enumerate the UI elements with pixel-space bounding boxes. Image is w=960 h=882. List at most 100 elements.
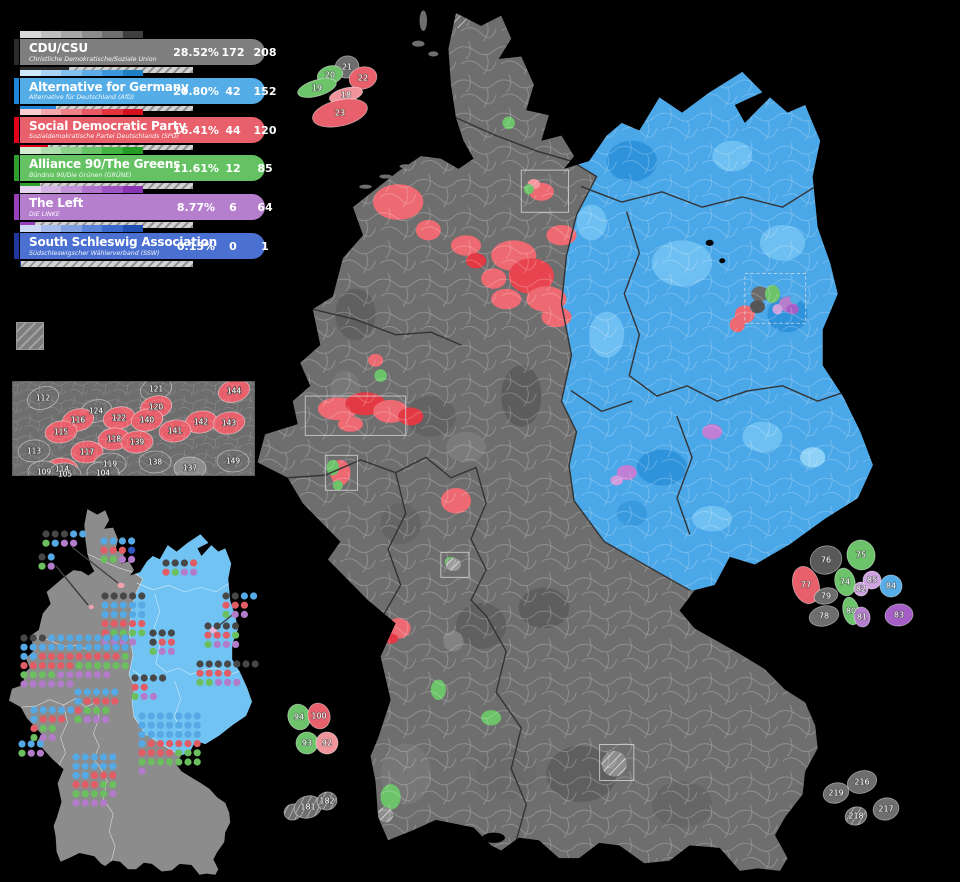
district-number: 219 [828, 789, 843, 798]
party-block-alliance-90-the-greens: Alliance 90/The Greens Bündnis 90/Die Grü… [12, 147, 274, 191]
party-direct-seats: 12 [225, 162, 241, 176]
bremen-seats [38, 553, 55, 570]
party-block-the-left: The Left DIE LINKE 8.77% 6 64 [12, 186, 274, 230]
seat-dot-d [149, 629, 157, 637]
seat-dot-r [138, 620, 146, 628]
frankfurt-box [440, 551, 470, 578]
seat-dot-d [167, 629, 175, 637]
party-block-south-schleswig-association: South Schleswig Association Südschleswigs… [12, 225, 274, 269]
seat-dot-p [83, 716, 91, 724]
district-number: 75 [856, 551, 866, 560]
district-216 [846, 770, 878, 794]
seat-dot-b [72, 762, 80, 770]
district-number: 18 [341, 91, 351, 100]
hamburg-seats [42, 530, 87, 547]
seat-dot-n [128, 546, 136, 554]
district-number: 122 [112, 414, 127, 423]
district-number: 109 [37, 468, 52, 477]
seat-dot-r [29, 662, 37, 670]
ruhr-box [304, 395, 407, 436]
seat-dot-p [57, 671, 65, 679]
district-number: 80 [846, 607, 856, 616]
berlin-seats [222, 592, 258, 619]
seat-dot-b [110, 601, 118, 609]
seat-dot-p [214, 678, 222, 687]
seat-dot-g [166, 758, 174, 766]
district-number: 143 [222, 419, 237, 428]
seat-dot-b [66, 634, 74, 642]
seat-dot-g [149, 647, 157, 656]
district-number: 22 [358, 74, 368, 83]
seat-dot-d [171, 559, 179, 567]
seat-dot-d [101, 592, 109, 600]
saxony-seats [196, 660, 259, 687]
district-number: 105 [58, 470, 73, 479]
seat-dot-b [166, 730, 174, 739]
district-number: 182 [319, 797, 334, 806]
seat-dot-r [90, 781, 98, 789]
party-pct: 28.52% [173, 46, 219, 59]
seat-dot-b [94, 634, 102, 642]
seat-dot-p [233, 678, 241, 687]
district-number: 121 [149, 385, 164, 394]
seat-dot-g [184, 758, 192, 766]
vote-share-bar [20, 183, 193, 189]
seat-dot-p [138, 767, 146, 775]
seat-dot-b [147, 721, 155, 729]
seat-dot-p [158, 647, 166, 656]
seat-dot-r [193, 740, 201, 748]
district-number: 94 [294, 713, 304, 722]
seat-dot-b [58, 706, 66, 714]
seat-dot-r [167, 638, 175, 646]
seat-dot-r [205, 669, 213, 677]
party-pct: 20.80% [173, 84, 219, 98]
seat-dot-g [42, 539, 50, 547]
seat-dot-g [83, 706, 91, 715]
party-accent-stripe [14, 194, 19, 221]
seat-dot-b [94, 643, 102, 651]
seat-dot-p [39, 734, 47, 742]
seat-dot-p [128, 555, 136, 564]
party-accent-stripe [14, 77, 19, 104]
district-number: 79 [821, 592, 831, 601]
seat-dot-b [110, 610, 118, 619]
seat-dot-p [81, 799, 89, 807]
seat-dot-b [30, 706, 38, 714]
seat-dot-p [48, 734, 57, 742]
seat-dot-r [166, 740, 174, 748]
district-81 [853, 606, 871, 628]
seat-dot-b [101, 601, 109, 609]
party-name: The Left [29, 196, 84, 211]
party-total-seats: 120 [253, 123, 277, 137]
vote-share-bar [20, 144, 193, 151]
seat-dot-r [48, 715, 57, 723]
vote-share-bar [20, 261, 193, 267]
party-native: Alternative für Deutschland (AfD) [29, 94, 135, 102]
seat-dot-b [75, 634, 83, 642]
seat-dot-b [166, 721, 174, 729]
seat-dot-p [103, 671, 111, 679]
district-85 [862, 570, 882, 590]
district-number: 112 [36, 394, 51, 403]
seat-dot-r [110, 620, 118, 628]
party-total-seats: 152 [253, 84, 277, 98]
district-number: 117 [80, 448, 95, 457]
party-total-seats: 1 [261, 240, 269, 253]
seat-dot-b [138, 740, 146, 748]
rhineland-palatinate-seats [30, 706, 75, 742]
seat-dot-b [100, 762, 108, 770]
district-number: 216 [854, 778, 869, 787]
district-number: 115 [54, 428, 69, 437]
district-number: 23 [335, 109, 345, 118]
seat-dot-b [90, 753, 98, 761]
seat-dot-r [66, 652, 74, 661]
seat-dot-r [196, 669, 204, 677]
district-boundary-texture [257, 13, 873, 871]
inset-cologne: 94 100 93 92 [287, 702, 339, 755]
main-constituency-map [257, 10, 873, 871]
seat-dot-p [180, 568, 188, 576]
seat-dot-p [213, 640, 221, 649]
party-native: Sozialdemokratische Partei Deutschlands … [29, 133, 179, 141]
seat-dot-b [112, 634, 120, 642]
seat-dot-b [184, 721, 192, 729]
